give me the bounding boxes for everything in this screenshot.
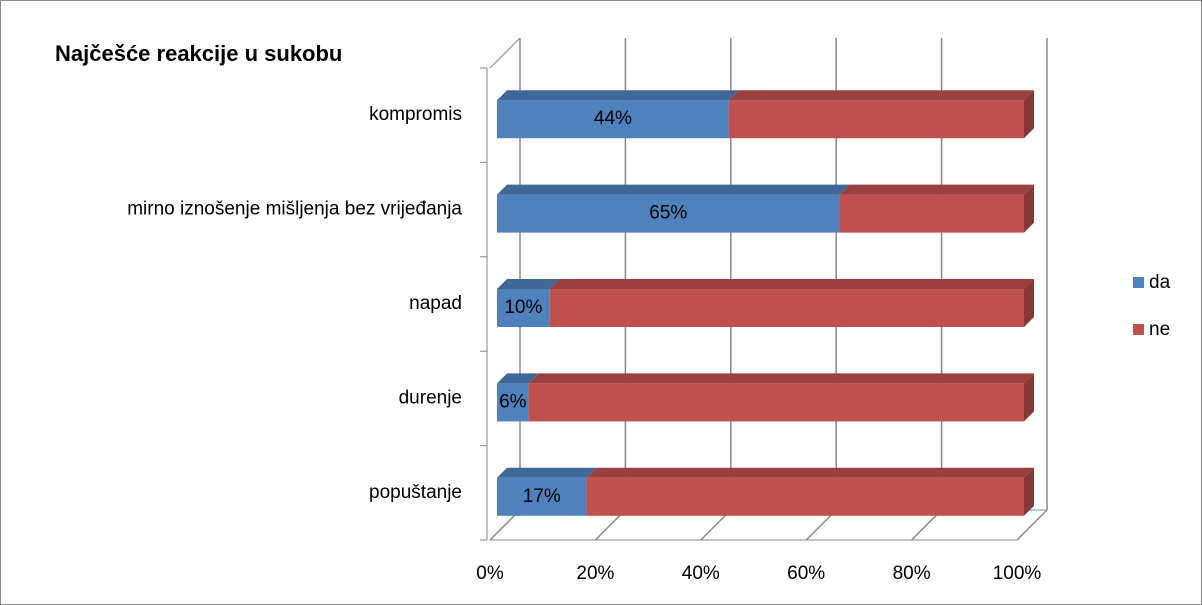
bar-side (1024, 373, 1034, 422)
bar-top (497, 90, 739, 101)
bar-top (497, 373, 539, 384)
bar-top (497, 467, 597, 478)
x-tick-label: 0% (476, 563, 504, 584)
bar (728, 100, 1024, 139)
legend-swatch (1133, 324, 1144, 335)
bar-side (1024, 90, 1034, 139)
bar (497, 100, 729, 139)
data-label: 17% (523, 486, 561, 507)
y-tick-label: durenje (399, 387, 462, 408)
bar (586, 477, 1024, 516)
data-label: 10% (504, 297, 542, 318)
legend-swatch (1133, 277, 1144, 288)
data-label: 65% (649, 203, 687, 224)
bar-top (497, 184, 850, 195)
legend-label: ne (1149, 319, 1170, 340)
bar (528, 383, 1024, 422)
y-tick-label: kompromis (369, 104, 462, 125)
bar-side (1024, 184, 1034, 233)
bar-top (549, 279, 1034, 289)
bar-side (1024, 279, 1034, 327)
bar-top (839, 184, 1034, 195)
x-tick-label: 20% (576, 563, 614, 584)
bar-top (528, 373, 1034, 384)
x-tick-label: 80% (893, 563, 931, 584)
x-tick-label: 40% (682, 563, 720, 584)
bar-top (497, 279, 560, 289)
bar (497, 289, 550, 327)
y-tick-label: mirno iznošenje mišljenja bez vrijeđanja (127, 199, 462, 220)
y-tick-label: napad (409, 293, 462, 314)
data-label: 44% (594, 108, 632, 129)
bar (549, 289, 1024, 327)
bar-side (1024, 467, 1034, 516)
bar-top (586, 467, 1034, 478)
axis-wall (489, 37, 521, 69)
y-tick-label: popuštanje (369, 482, 462, 503)
grid-line (1016, 509, 1048, 541)
bar (839, 194, 1024, 233)
bar (497, 477, 587, 516)
legend-label: da (1149, 272, 1171, 293)
bar (497, 383, 529, 422)
chart-title: Najčešće reakcije u sukobu (55, 41, 342, 66)
x-tick-label: 60% (787, 563, 825, 584)
bar (497, 194, 840, 233)
data-label: 6% (499, 391, 527, 412)
x-tick-label: 100% (993, 563, 1042, 584)
bar-top (728, 90, 1034, 101)
